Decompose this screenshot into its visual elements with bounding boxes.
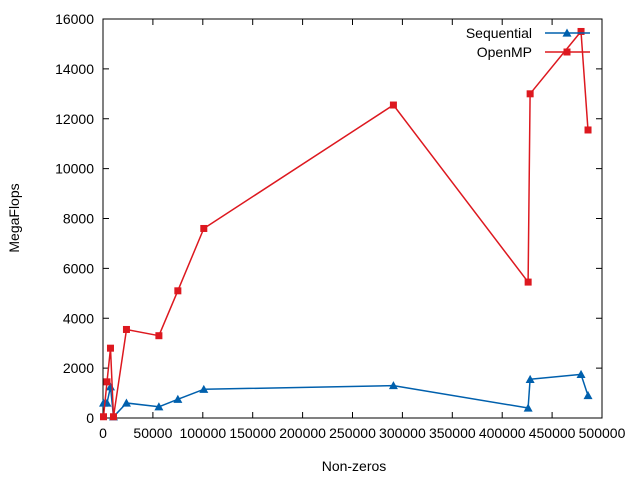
- data-point-sequential: [525, 374, 535, 383]
- x-tick-label: 500000: [579, 425, 626, 441]
- legend-marker-sequential: [562, 28, 572, 37]
- data-point-openmp: [99, 413, 107, 421]
- data-point-openmp: [155, 332, 163, 340]
- series-layer: [98, 27, 593, 421]
- x-tick-label: 300000: [379, 425, 426, 441]
- x-tick-label: 100000: [179, 425, 226, 441]
- series-line-sequential: [103, 373, 589, 418]
- data-point-sequential: [154, 402, 164, 411]
- legend: Sequential OpenMP: [466, 25, 590, 60]
- y-tick-label: 8000: [63, 211, 94, 227]
- x-axis-title: Non-zeros: [322, 458, 387, 474]
- legend-label-sequential: Sequential: [466, 25, 532, 41]
- x-tick-label: 250000: [329, 425, 376, 441]
- legend-label-openmp: OpenMP: [477, 44, 532, 60]
- y-tick-label: 2000: [63, 360, 94, 376]
- x-tick-label: 0: [99, 425, 107, 441]
- data-point-openmp: [584, 126, 592, 134]
- data-point-openmp: [122, 325, 130, 333]
- x-tick-label: 350000: [429, 425, 476, 441]
- y-axis-title: MegaFlops: [6, 183, 22, 252]
- y-tick-label: 16000: [55, 11, 94, 27]
- x-tick-label: 450000: [529, 425, 576, 441]
- y-tick-label: 12000: [55, 111, 94, 127]
- data-point-sequential: [523, 403, 533, 412]
- x-tick-label: 400000: [479, 425, 526, 441]
- data-point-openmp: [389, 101, 397, 109]
- x-tick-label: 150000: [229, 425, 276, 441]
- data-point-sequential: [199, 384, 209, 393]
- tick-labels: 0 50000 100000 150000 200000 250000 300000 3500…: [55, 11, 626, 441]
- data-point-sequential: [173, 394, 183, 403]
- y-tick-label: 4000: [63, 310, 94, 326]
- series-openmp: [99, 27, 592, 421]
- x-tick-label: 50000: [133, 425, 172, 441]
- series-line-openmp: [102, 30, 589, 418]
- data-point-sequential: [583, 391, 593, 400]
- data-point-sequential: [388, 381, 398, 390]
- data-point-openmp: [106, 344, 114, 352]
- data-point-openmp: [526, 90, 534, 98]
- plot-area-frame: [102, 18, 603, 419]
- y-tick-label: 14000: [55, 61, 94, 77]
- y-tick-label: 6000: [63, 260, 94, 276]
- data-point-openmp: [109, 413, 117, 421]
- data-point-openmp: [103, 378, 111, 386]
- y-tick-label: 10000: [55, 161, 94, 177]
- data-point-sequential: [121, 398, 131, 407]
- data-point-openmp: [174, 287, 182, 295]
- legend-marker-openmp: [563, 48, 571, 56]
- y-tick-label: 0: [86, 410, 94, 426]
- series-sequential: [98, 369, 593, 421]
- x-tick-label: 200000: [279, 425, 326, 441]
- data-point-sequential: [576, 369, 586, 378]
- data-point-openmp: [577, 27, 585, 35]
- data-point-openmp: [524, 278, 532, 286]
- data-point-openmp: [200, 224, 208, 232]
- axis-ticks: [102, 18, 603, 419]
